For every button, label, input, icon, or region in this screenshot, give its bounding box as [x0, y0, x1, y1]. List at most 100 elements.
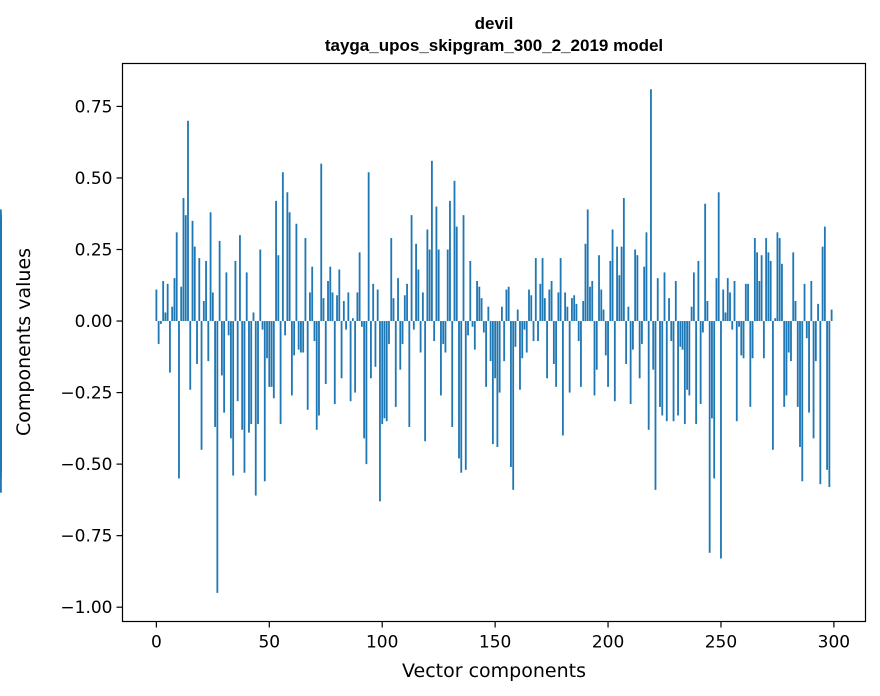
bar-190	[584, 243, 587, 322]
bar-251	[722, 289, 725, 322]
y-tick-label: 0.75	[75, 97, 113, 117]
bar-279	[785, 321, 788, 396]
bar-107	[397, 278, 399, 322]
bar-28	[218, 240, 221, 322]
bar-122	[430, 160, 433, 322]
bar-281	[790, 321, 792, 362]
bar-83	[342, 301, 345, 322]
bar-108	[399, 321, 402, 370]
bar-11	[180, 286, 183, 322]
bar-series	[0, 89, 833, 593]
bar-110	[403, 295, 406, 322]
bar-171	[541, 258, 544, 322]
bar-96	[372, 283, 375, 322]
bar-206	[620, 246, 623, 322]
bar-294	[819, 321, 822, 485]
bar-220	[652, 321, 655, 370]
bar-121	[428, 249, 431, 322]
bar-247	[713, 321, 716, 479]
y-tick-label: 0.25	[75, 241, 113, 261]
bar-252	[724, 312, 727, 322]
bar-272	[769, 260, 772, 322]
bar-230	[674, 280, 677, 322]
y-tick-label: −0.25	[60, 384, 112, 404]
bar-163	[523, 321, 526, 330]
bar-176	[552, 321, 555, 364]
bar-42	[250, 321, 253, 425]
bar-276	[778, 238, 781, 322]
bar-4	[164, 312, 167, 322]
bar-244	[706, 301, 709, 322]
bar-218	[647, 321, 650, 430]
bar-219	[650, 89, 652, 322]
bar-149	[491, 321, 494, 445]
bar-113	[410, 215, 413, 322]
bar-24	[209, 212, 212, 322]
bar-71	[315, 321, 318, 430]
bar-178	[557, 292, 560, 322]
bar-16	[191, 220, 194, 322]
bar-125	[437, 249, 440, 322]
y-tick-label: −1.00	[60, 598, 112, 618]
bar-236	[688, 321, 691, 396]
bar-152	[498, 321, 501, 393]
x-tick-label: 0	[151, 633, 162, 653]
bar-285	[799, 321, 801, 447]
bar-240	[697, 260, 700, 322]
bar-243	[704, 203, 707, 322]
bar-58	[286, 192, 289, 322]
bar-146	[485, 321, 487, 387]
bar-54	[277, 255, 280, 322]
bar-112	[408, 321, 411, 427]
bar-221	[654, 321, 657, 490]
bar-201	[609, 260, 612, 322]
bar-72	[318, 321, 320, 416]
bar-111	[406, 283, 408, 322]
bar-8	[173, 278, 176, 322]
bar-210	[629, 321, 632, 405]
y-tick-label: −0.50	[60, 455, 112, 475]
bar-223	[659, 321, 661, 407]
bar-154	[503, 321, 506, 362]
bar-217	[645, 232, 648, 322]
bar-177	[555, 321, 558, 387]
x-tick-label: 200	[592, 633, 624, 653]
bar-298	[828, 321, 831, 488]
bar-185	[573, 295, 576, 322]
bar-216	[643, 266, 646, 322]
bar-38	[241, 321, 244, 430]
bar-227	[668, 298, 670, 322]
bar-180	[561, 321, 564, 436]
bar-197	[600, 289, 603, 322]
bar-105	[392, 298, 395, 322]
bar-74	[322, 298, 325, 322]
bar-123	[433, 321, 436, 342]
bar-89	[356, 292, 359, 322]
bar-36	[236, 321, 239, 402]
bar-262	[747, 283, 749, 322]
x-tick-label: 300	[818, 633, 850, 653]
bar-263	[749, 321, 752, 407]
bar-undefined	[0, 309, 2, 322]
bar-238	[692, 272, 695, 322]
bar-32	[227, 321, 230, 336]
bar-175	[550, 280, 553, 322]
x-tick-label: 150	[479, 633, 511, 653]
bar-231	[677, 321, 679, 416]
bar-118	[421, 292, 424, 322]
bar-127	[442, 321, 445, 344]
bar-47	[261, 321, 264, 330]
chart-title: devil	[475, 14, 514, 33]
bar-273	[772, 321, 774, 450]
bar-55	[279, 321, 282, 425]
bar-229	[672, 321, 675, 422]
bar-143	[478, 286, 481, 322]
bar-145	[482, 321, 485, 333]
bar-109	[401, 321, 404, 344]
bar-166	[530, 295, 533, 322]
bar-2	[159, 321, 162, 324]
bar-33	[230, 321, 232, 439]
bar-246	[711, 321, 713, 419]
bar-128	[444, 321, 447, 353]
bar-214	[638, 321, 641, 379]
